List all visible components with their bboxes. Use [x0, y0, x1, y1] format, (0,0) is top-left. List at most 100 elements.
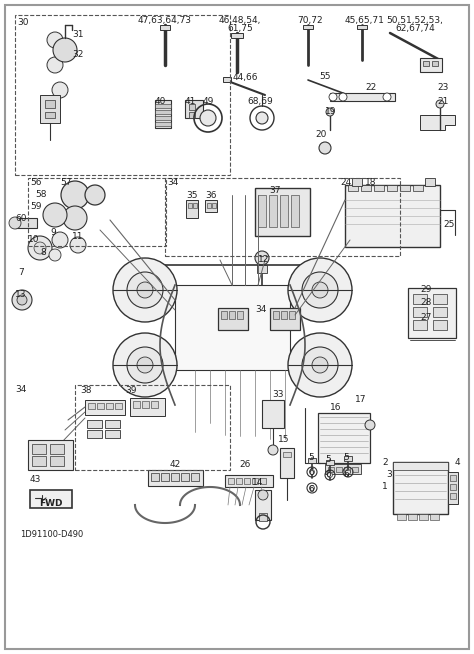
- Bar: [50, 444, 64, 454]
- Circle shape: [43, 203, 67, 227]
- Polygon shape: [420, 115, 455, 130]
- Text: 34: 34: [167, 178, 178, 187]
- Text: 18: 18: [365, 178, 376, 187]
- Bar: [345, 185, 440, 247]
- Bar: [273, 311, 279, 319]
- Circle shape: [312, 357, 328, 373]
- Text: 55: 55: [319, 72, 331, 81]
- Bar: [186, 200, 198, 218]
- Circle shape: [339, 93, 347, 101]
- Text: 34: 34: [15, 385, 27, 394]
- Circle shape: [53, 38, 77, 62]
- Text: 45,65,71: 45,65,71: [345, 16, 385, 25]
- Bar: [433, 320, 447, 330]
- Circle shape: [12, 290, 32, 310]
- Bar: [185, 100, 203, 118]
- Circle shape: [288, 258, 352, 322]
- Circle shape: [113, 258, 177, 322]
- Bar: [259, 513, 267, 521]
- Circle shape: [256, 112, 268, 124]
- Bar: [87, 420, 102, 428]
- Bar: [291, 195, 299, 227]
- Bar: [155, 110, 171, 114]
- Bar: [432, 61, 438, 66]
- Circle shape: [52, 232, 68, 248]
- Bar: [413, 185, 423, 191]
- Text: 58: 58: [35, 190, 46, 199]
- Text: 42: 42: [169, 460, 181, 469]
- Bar: [419, 514, 428, 520]
- Bar: [280, 448, 294, 478]
- Circle shape: [288, 333, 352, 397]
- Bar: [32, 444, 46, 454]
- Circle shape: [137, 357, 153, 373]
- Bar: [191, 473, 199, 481]
- Bar: [151, 473, 159, 481]
- Bar: [15, 15, 230, 175]
- Bar: [228, 478, 234, 484]
- Text: 4: 4: [455, 458, 461, 467]
- Text: 24: 24: [340, 178, 351, 187]
- Text: 38: 38: [80, 386, 91, 395]
- Bar: [218, 308, 248, 330]
- Text: 37: 37: [269, 186, 281, 195]
- Bar: [160, 25, 170, 30]
- Text: 21: 21: [437, 97, 448, 106]
- Bar: [165, 178, 400, 256]
- Text: 57: 57: [60, 178, 72, 187]
- Bar: [171, 473, 179, 481]
- Bar: [105, 430, 120, 438]
- Bar: [408, 288, 456, 338]
- Circle shape: [137, 282, 153, 298]
- Bar: [130, 398, 165, 416]
- Text: 22: 22: [365, 83, 376, 92]
- Text: 50,51,52,53,: 50,51,52,53,: [387, 16, 444, 25]
- Bar: [344, 467, 350, 472]
- Text: 14: 14: [252, 478, 264, 487]
- Circle shape: [258, 490, 268, 500]
- Bar: [161, 473, 169, 481]
- Bar: [221, 311, 227, 319]
- Circle shape: [326, 108, 334, 116]
- Text: 68,69: 68,69: [247, 97, 273, 106]
- Circle shape: [127, 347, 163, 383]
- Circle shape: [34, 242, 46, 254]
- Bar: [336, 467, 342, 472]
- Text: 30: 30: [17, 18, 28, 27]
- Text: 3: 3: [386, 470, 392, 479]
- Bar: [133, 401, 140, 408]
- Bar: [155, 100, 171, 128]
- Bar: [97, 403, 104, 409]
- Text: 16: 16: [330, 403, 341, 412]
- Bar: [28, 178, 166, 246]
- Bar: [189, 112, 195, 118]
- Circle shape: [85, 185, 105, 205]
- Bar: [352, 467, 358, 472]
- Circle shape: [49, 249, 61, 261]
- Text: FWD: FWD: [39, 498, 63, 508]
- Bar: [155, 104, 171, 108]
- Bar: [448, 472, 458, 504]
- Bar: [413, 320, 427, 330]
- Text: 36: 36: [205, 191, 217, 200]
- Bar: [257, 265, 267, 273]
- Bar: [328, 467, 334, 472]
- Text: 56: 56: [30, 178, 42, 187]
- Bar: [280, 195, 288, 227]
- Text: 2: 2: [382, 458, 388, 467]
- Circle shape: [268, 445, 278, 455]
- Text: 31: 31: [72, 30, 83, 39]
- Bar: [326, 460, 334, 465]
- Text: 19: 19: [325, 107, 337, 116]
- Circle shape: [200, 110, 216, 126]
- Text: 62,67,74: 62,67,74: [395, 24, 435, 33]
- Bar: [430, 514, 439, 520]
- Bar: [155, 116, 171, 120]
- Text: 1: 1: [382, 482, 388, 491]
- Bar: [255, 188, 310, 236]
- Bar: [223, 77, 231, 82]
- Bar: [207, 203, 211, 208]
- Bar: [85, 400, 125, 415]
- Text: 44,66: 44,66: [232, 73, 258, 82]
- Bar: [330, 93, 395, 101]
